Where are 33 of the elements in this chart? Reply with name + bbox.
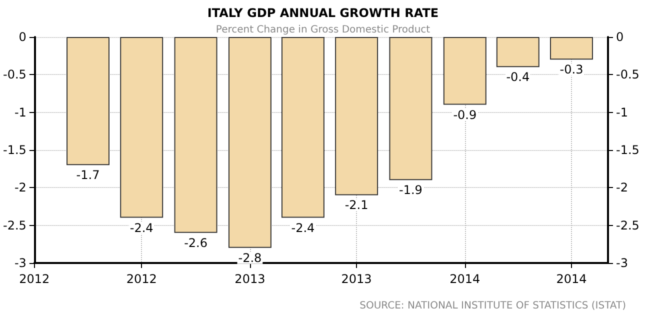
y2-tick-label: -2.5 bbox=[616, 218, 640, 232]
x-tick-label: 2014 bbox=[556, 272, 587, 286]
x-tick-label: 2013 bbox=[341, 272, 372, 286]
y2-tick-label: 0 bbox=[616, 30, 624, 44]
y-tick-label: -3 bbox=[14, 256, 26, 270]
data-label: -2.4 bbox=[291, 220, 315, 235]
y-tick-label: -1.5 bbox=[2, 143, 26, 157]
y2-tick-label: -1.5 bbox=[616, 143, 640, 157]
chart-title: ITALY GDP ANNUAL GROWTH RATE bbox=[207, 6, 439, 20]
x-tick-label: 2012 bbox=[19, 272, 50, 286]
data-label: -2.6 bbox=[184, 236, 208, 250]
data-label: -2.1 bbox=[344, 198, 368, 212]
y2-tick-label: -3 bbox=[616, 256, 628, 270]
x-tick-label: 2014 bbox=[450, 272, 480, 286]
y-tick-label: -0.5 bbox=[2, 68, 26, 82]
y-tick-label: -1 bbox=[14, 105, 26, 120]
data-label: -0.9 bbox=[453, 108, 477, 122]
data-label: -1.9 bbox=[399, 183, 422, 198]
y2-tick-label: -1 bbox=[616, 105, 628, 120]
x-tick-label: 2013 bbox=[234, 272, 266, 286]
data-label: -2.4 bbox=[130, 220, 154, 235]
data-label: -0.4 bbox=[506, 70, 530, 84]
data-label: -0.3 bbox=[560, 62, 584, 77]
data-label: -1.7 bbox=[76, 168, 100, 182]
chart-subtitle: Percent Change in Gross Domestic Product bbox=[216, 24, 430, 36]
x-tick-label: 2012 bbox=[126, 272, 157, 286]
y-tick-label: -2.5 bbox=[2, 218, 26, 232]
source-note: SOURCE: NATIONAL INSTITUTE OF STATISTICS (ISTAT) bbox=[360, 300, 626, 312]
y-tick-label: -2 bbox=[14, 180, 26, 195]
data-label: -2.8 bbox=[238, 250, 262, 265]
y2-tick-label: -2 bbox=[616, 180, 628, 195]
y2-tick-label: -0.5 bbox=[616, 68, 640, 82]
y-tick-label: 0 bbox=[18, 30, 26, 44]
